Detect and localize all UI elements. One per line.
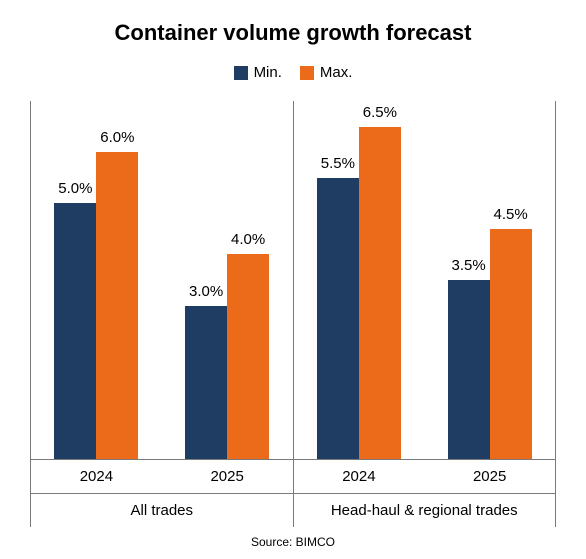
group-bars-row: 5.5%6.5%3.5%4.5% — [294, 101, 556, 459]
bar-wrap-max: 6.5% — [359, 101, 401, 459]
bar-wrap-max: 4.0% — [227, 101, 269, 459]
legend-label-max: Max. — [320, 64, 353, 81]
group-1: 5.5%6.5%3.5%4.5% — [293, 101, 557, 459]
bar-min — [448, 280, 490, 459]
source-text: Source: BIMCO — [30, 535, 556, 549]
axis-group: 20242025All trades — [30, 460, 293, 527]
bar-label-max: 4.5% — [481, 206, 541, 223]
legend-item-max: Max. — [300, 64, 353, 81]
year-label: 2025 — [162, 460, 293, 493]
bar-max — [227, 254, 269, 459]
legend-swatch-min — [234, 66, 248, 80]
year-cell: 3.5%4.5% — [424, 101, 555, 459]
bar-max — [359, 127, 401, 459]
bar-min — [317, 178, 359, 459]
bar-max — [96, 152, 138, 459]
legend-item-min: Min. — [234, 64, 282, 81]
bar-min — [54, 203, 96, 459]
bar-min — [185, 306, 227, 459]
year-cell: 3.0%4.0% — [162, 101, 293, 459]
bar-wrap-max: 6.0% — [96, 101, 138, 459]
year-cell: 5.0%6.0% — [31, 101, 162, 459]
bar-label-max: 6.5% — [350, 104, 410, 121]
group-label: All trades — [31, 494, 293, 527]
year-label: 2024 — [31, 460, 162, 493]
year-label: 2025 — [424, 460, 555, 493]
bar-label-max: 4.0% — [218, 231, 278, 248]
group-label: Head-haul & regional trades — [294, 494, 556, 527]
bar-max — [490, 229, 532, 459]
year-labels: 20242025 — [294, 460, 556, 494]
chart-title: Container volume growth forecast — [30, 20, 556, 46]
bar-wrap-max: 4.5% — [490, 101, 532, 459]
year-cell: 5.5%6.5% — [294, 101, 425, 459]
legend-label-min: Min. — [254, 64, 282, 81]
bar-wrap-min: 5.0% — [54, 101, 96, 459]
bar-wrap-min: 3.5% — [448, 101, 490, 459]
bar-label-max: 6.0% — [87, 129, 147, 146]
axis-row: 20242025All trades20242025Head-haul & re… — [30, 460, 556, 527]
bar-wrap-min: 3.0% — [185, 101, 227, 459]
year-labels: 20242025 — [31, 460, 293, 494]
group-bars-row: 5.0%6.0%3.0%4.0% — [31, 101, 293, 459]
year-label: 2024 — [294, 460, 425, 493]
plot-area: 5.0%6.0%3.0%4.0%5.5%6.5%3.5%4.5% — [30, 101, 556, 460]
legend: Min. Max. — [30, 64, 556, 81]
bar-wrap-min: 5.5% — [317, 101, 359, 459]
group-0: 5.0%6.0%3.0%4.0% — [30, 101, 293, 459]
axis-group: 20242025Head-haul & regional trades — [293, 460, 557, 527]
legend-swatch-max — [300, 66, 314, 80]
chart-container: Container volume growth forecast Min. Ma… — [0, 0, 586, 559]
